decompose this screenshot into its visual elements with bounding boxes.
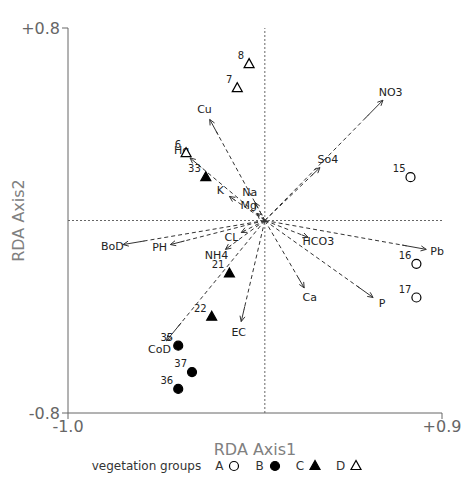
- svg-text:Mg: Mg: [241, 199, 257, 212]
- html-text:A: A: [215, 459, 224, 473]
- svg-text:K: K: [217, 184, 225, 197]
- html-text:B: B: [255, 459, 264, 473]
- svg-text:HCO3: HCO3: [303, 235, 335, 248]
- svg-text:8: 8: [238, 50, 244, 61]
- svg-text:6: 6: [175, 139, 181, 150]
- svg-text:+0.9: +0.9: [423, 417, 462, 436]
- html-text:C: C: [295, 459, 304, 473]
- svg-text:PH: PH: [152, 241, 167, 254]
- svg-text:So4: So4: [318, 153, 339, 166]
- svg-text:NH4: NH4: [204, 249, 229, 263]
- svg-text:RDA Axis1: RDA Axis1: [214, 440, 297, 459]
- svg-text:CoD: CoD: [148, 343, 171, 356]
- svg-text:15: 15: [393, 163, 406, 174]
- svg-text:35: 35: [160, 332, 173, 343]
- svg-text:21: 21: [212, 259, 225, 270]
- svg-text:36: 36: [160, 375, 173, 386]
- svg-text:EC: EC: [231, 326, 246, 339]
- html-text:D: D: [336, 459, 346, 473]
- svg-text:22: 22: [194, 303, 207, 314]
- svg-text:Na: Na: [242, 186, 257, 199]
- svg-text:16: 16: [399, 250, 412, 261]
- svg-text:BoD: BoD: [101, 240, 124, 253]
- svg-text:7: 7: [226, 74, 232, 85]
- svg-text:Ca: Ca: [303, 291, 317, 304]
- svg-text:P: P: [379, 297, 386, 310]
- svg-text:-0.8: -0.8: [29, 404, 60, 423]
- svg-text:CL: CL: [225, 231, 240, 244]
- svg-text:Pb: Pb: [430, 245, 444, 258]
- svg-text:RDA Axis2: RDA Axis2: [9, 179, 28, 262]
- html-text:vegetation groups: vegetation groups: [91, 459, 202, 473]
- svg-text:Cu: Cu: [197, 103, 212, 116]
- svg-text:-1.0: -1.0: [52, 417, 84, 437]
- svg-text:37: 37: [174, 358, 187, 369]
- svg-text:+0.8: +0.8: [21, 19, 60, 38]
- svg-text:17: 17: [399, 284, 412, 295]
- svg-text:33: 33: [188, 163, 201, 174]
- svg-text:NO3: NO3: [379, 86, 403, 99]
